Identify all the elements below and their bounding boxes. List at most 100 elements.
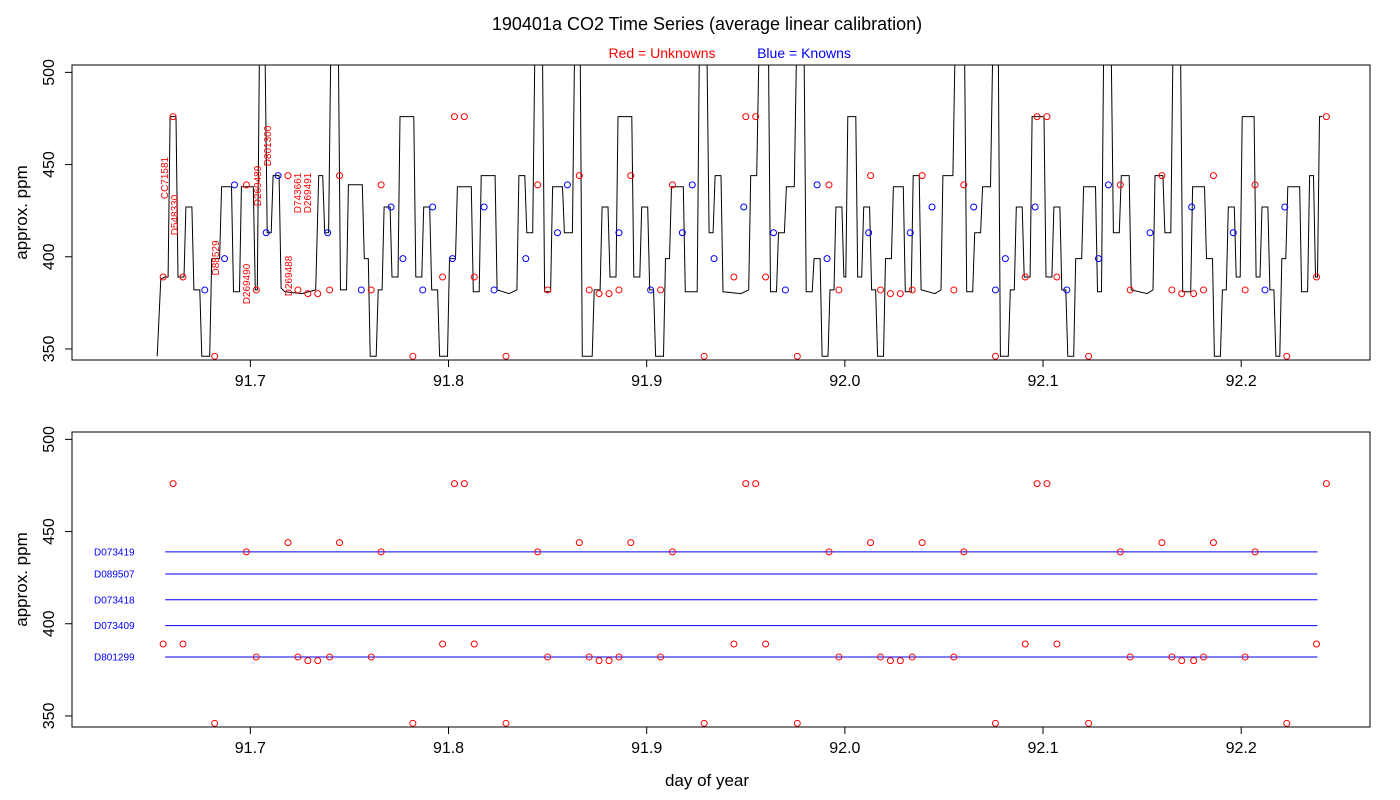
unknown-point	[534, 181, 542, 189]
unknown-point	[294, 653, 302, 661]
unknown-point	[304, 657, 312, 665]
unknown-point	[377, 181, 385, 189]
y-tick-label: 400	[41, 610, 58, 637]
unknown-point	[1168, 286, 1176, 294]
unknown-point	[742, 113, 750, 121]
x-tick-label: 92.1	[1027, 373, 1058, 390]
unknown-point	[886, 290, 894, 298]
known-point	[221, 255, 229, 263]
x-tick-label: 91.7	[235, 373, 266, 390]
unknown-point	[1158, 172, 1166, 180]
unknown-point	[960, 548, 968, 556]
unknown-point	[605, 290, 613, 298]
unknown-point	[534, 548, 542, 556]
known-point	[429, 203, 437, 211]
unknown-point	[835, 653, 843, 661]
known-point	[1188, 203, 1196, 211]
unknown-point	[730, 640, 738, 648]
known-point	[419, 286, 427, 294]
annotation-label: CC71581	[160, 156, 171, 199]
unknown-point	[179, 640, 187, 648]
known-point	[399, 255, 407, 263]
unknown-point	[950, 653, 958, 661]
unknown-point	[1033, 480, 1041, 488]
y-axis-title: approx. ppm	[12, 532, 31, 627]
unknown-point	[470, 640, 478, 648]
series-trace-line	[156, 65, 1323, 357]
reference-line-label: D073418	[94, 595, 135, 606]
unknown-point	[752, 480, 760, 488]
unknown-point	[179, 273, 187, 281]
unknown-point	[1158, 539, 1166, 547]
unknown-point	[314, 657, 322, 665]
unknown-point	[825, 181, 833, 189]
unknown-point	[1116, 181, 1124, 189]
unknown-point	[877, 653, 885, 661]
unknown-point	[242, 548, 250, 556]
known-point	[480, 203, 488, 211]
unknown-point	[585, 653, 593, 661]
known-point	[1146, 229, 1154, 237]
unknown-point	[595, 657, 603, 665]
unknown-point	[284, 539, 292, 547]
unknown-point	[668, 548, 676, 556]
known-point	[688, 181, 696, 189]
unknown-point	[211, 719, 219, 727]
unknown-point	[595, 290, 603, 298]
unknown-point	[377, 548, 385, 556]
unknown-point	[1322, 113, 1330, 121]
known-point	[262, 229, 270, 237]
annotation-label: D801300	[263, 125, 274, 166]
unknown-point	[825, 548, 833, 556]
unknown-point	[886, 657, 894, 665]
unknown-point	[1043, 113, 1051, 121]
unknown-point	[615, 286, 623, 294]
known-point	[554, 229, 562, 237]
known-point	[357, 286, 365, 294]
unknown-point	[1021, 640, 1029, 648]
known-point	[1261, 286, 1269, 294]
unknown-point	[450, 113, 458, 121]
unknown-point	[1190, 290, 1198, 298]
unknown-point	[326, 286, 334, 294]
y-tick-label: 450	[41, 151, 58, 178]
y-tick-label: 350	[41, 335, 58, 362]
unknown-point	[991, 719, 999, 727]
unknown-point	[460, 480, 468, 488]
legend-knowns: Blue = Knowns	[757, 45, 851, 61]
top-panel-time-series: 91.7 91.8 91.9 92.0 92.1 92.2 350 400 450 500 appr…	[12, 59, 1371, 390]
known-point	[1063, 286, 1071, 294]
x-tick-label: 91.9	[631, 740, 662, 757]
unknown-point	[252, 286, 260, 294]
unknown-point	[1241, 286, 1249, 294]
unknown-point	[169, 113, 177, 121]
known-point	[1229, 229, 1237, 237]
unknown-point	[668, 181, 676, 189]
unknown-point	[544, 286, 552, 294]
unknown-point	[242, 181, 250, 189]
known-point	[230, 181, 238, 189]
reference-line-label: D089507	[94, 569, 135, 580]
unknown-point	[960, 181, 968, 189]
unknown-point	[1126, 653, 1134, 661]
unknown-point	[1168, 653, 1176, 661]
unknown-point	[1116, 548, 1124, 556]
unknown-point	[627, 539, 635, 547]
unknown-point	[294, 286, 302, 294]
known-point	[865, 229, 873, 237]
unknown-point	[439, 640, 447, 648]
unknown-point	[1200, 653, 1208, 661]
y-tick-label: 400	[41, 243, 58, 270]
unknown-point	[835, 286, 843, 294]
x-tick-label: 91.8	[433, 373, 464, 390]
unknown-point	[304, 290, 312, 298]
unknown-point	[1251, 548, 1259, 556]
known-point	[770, 229, 778, 237]
plot-frame	[71, 64, 1371, 361]
known-point	[448, 255, 456, 263]
unknown-point	[950, 286, 958, 294]
legend-unknowns: Red = Unknowns	[608, 45, 715, 61]
unknown-point	[326, 653, 334, 661]
unknown-point	[793, 352, 801, 360]
